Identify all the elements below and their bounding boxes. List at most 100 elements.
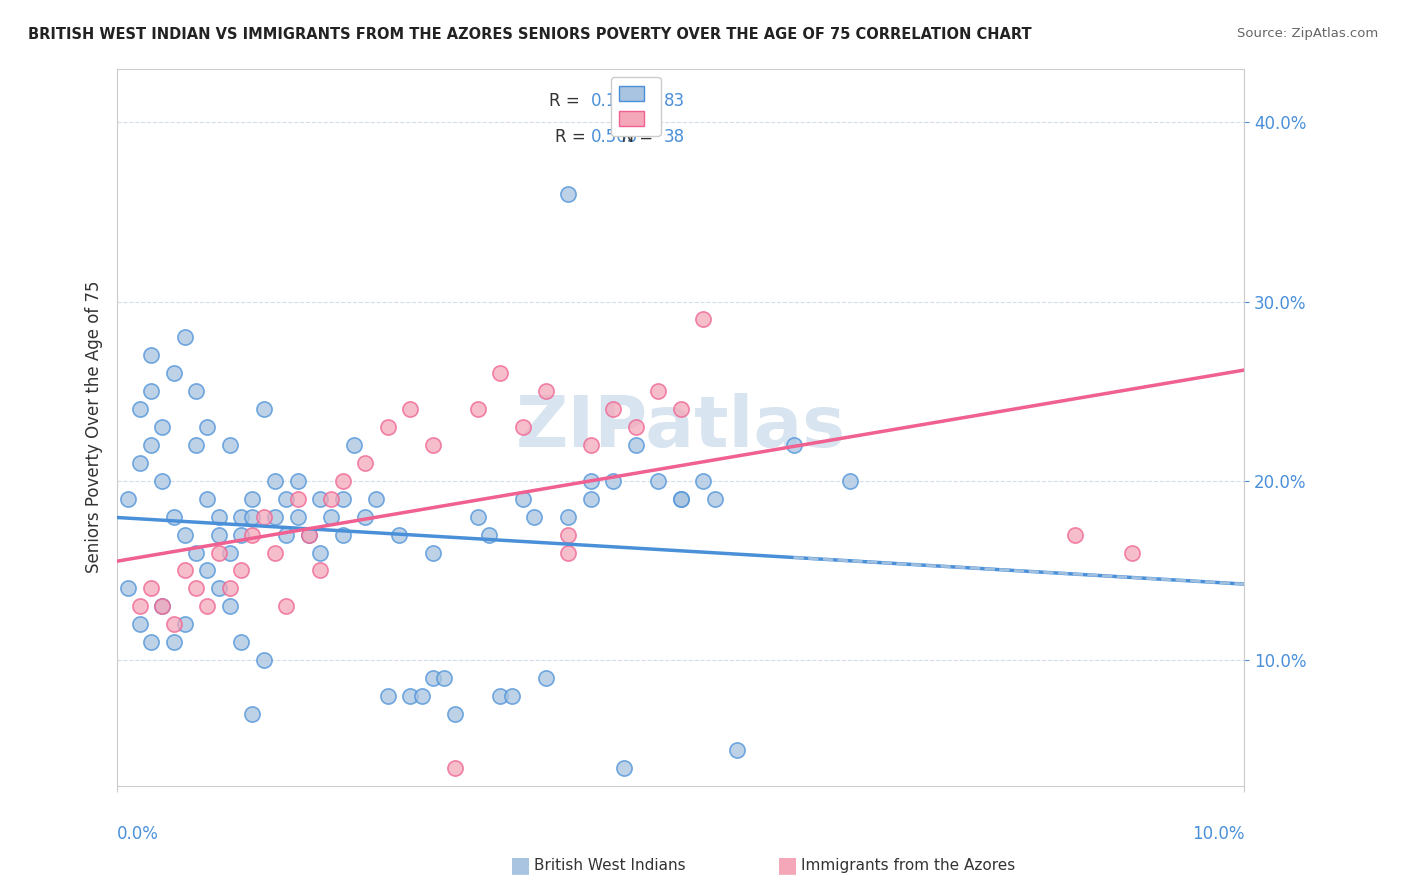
Text: N =: N = [610, 128, 658, 145]
Point [557, 186, 579, 201]
Point [579, 438, 602, 452]
Point [264, 474, 287, 488]
Point [478, 527, 501, 541]
Point [139, 384, 162, 399]
Point [309, 491, 332, 506]
Point [343, 438, 366, 452]
Point [173, 617, 195, 632]
Point [669, 402, 692, 417]
Point [184, 582, 207, 596]
Point [377, 689, 399, 703]
Text: British West Indians: British West Indians [534, 858, 686, 872]
Point [669, 491, 692, 506]
Point [489, 366, 512, 380]
Point [501, 689, 523, 703]
Point [195, 599, 218, 614]
Point [139, 438, 162, 452]
Point [276, 527, 298, 541]
Point [208, 509, 231, 524]
Point [150, 599, 173, 614]
Point [184, 438, 207, 452]
Point [208, 527, 231, 541]
Point [467, 509, 489, 524]
Text: 10.0%: 10.0% [1192, 825, 1244, 843]
Point [388, 527, 411, 541]
Point [523, 509, 546, 524]
Point [444, 706, 467, 721]
Y-axis label: Seniors Poverty Over the Age of 75: Seniors Poverty Over the Age of 75 [86, 281, 103, 574]
Point [534, 671, 557, 685]
Point [231, 635, 253, 649]
Point [264, 545, 287, 559]
Text: R =: R = [554, 128, 591, 145]
Point [162, 617, 184, 632]
Point [1121, 545, 1143, 559]
Point [219, 582, 242, 596]
Point [162, 509, 184, 524]
Point [354, 509, 377, 524]
Point [332, 491, 354, 506]
Point [579, 491, 602, 506]
Text: 83: 83 [664, 92, 685, 110]
Point [231, 564, 253, 578]
Text: R =: R = [550, 92, 591, 110]
Point [195, 420, 218, 434]
Point [467, 402, 489, 417]
Point [624, 438, 647, 452]
Point [321, 509, 343, 524]
Point [557, 527, 579, 541]
Point [128, 599, 150, 614]
Point [242, 706, 264, 721]
Point [173, 527, 195, 541]
Legend: , : , [610, 77, 661, 136]
Point [669, 491, 692, 506]
Point [219, 599, 242, 614]
Point [512, 491, 534, 506]
Point [139, 582, 162, 596]
Point [242, 527, 264, 541]
Point [150, 474, 173, 488]
Text: Source: ZipAtlas.com: Source: ZipAtlas.com [1237, 27, 1378, 40]
Point [354, 456, 377, 470]
Point [444, 761, 467, 775]
Point [298, 527, 321, 541]
Point [231, 509, 253, 524]
Point [139, 635, 162, 649]
Point [703, 491, 725, 506]
Point [579, 474, 602, 488]
Point [489, 689, 512, 703]
Point [422, 671, 444, 685]
Point [276, 491, 298, 506]
Point [534, 384, 557, 399]
Point [1064, 527, 1087, 541]
Text: 0.112: 0.112 [591, 92, 638, 110]
Text: N =: N = [610, 92, 658, 110]
Point [219, 545, 242, 559]
Point [150, 599, 173, 614]
Point [377, 420, 399, 434]
Point [433, 671, 456, 685]
Text: 0.505: 0.505 [591, 128, 638, 145]
Point [309, 564, 332, 578]
Point [613, 761, 636, 775]
Point [219, 438, 242, 452]
Point [332, 527, 354, 541]
Point [287, 509, 309, 524]
Point [557, 545, 579, 559]
Point [128, 617, 150, 632]
Point [195, 564, 218, 578]
Text: ■: ■ [778, 855, 797, 875]
Point [173, 564, 195, 578]
Point [128, 402, 150, 417]
Point [512, 420, 534, 434]
Point [253, 653, 276, 667]
Point [195, 491, 218, 506]
Point [602, 474, 624, 488]
Point [242, 509, 264, 524]
Point [647, 384, 669, 399]
Point [276, 599, 298, 614]
Point [332, 474, 354, 488]
Text: BRITISH WEST INDIAN VS IMMIGRANTS FROM THE AZORES SENIORS POVERTY OVER THE AGE O: BRITISH WEST INDIAN VS IMMIGRANTS FROM T… [28, 27, 1032, 42]
Point [287, 474, 309, 488]
Point [184, 384, 207, 399]
